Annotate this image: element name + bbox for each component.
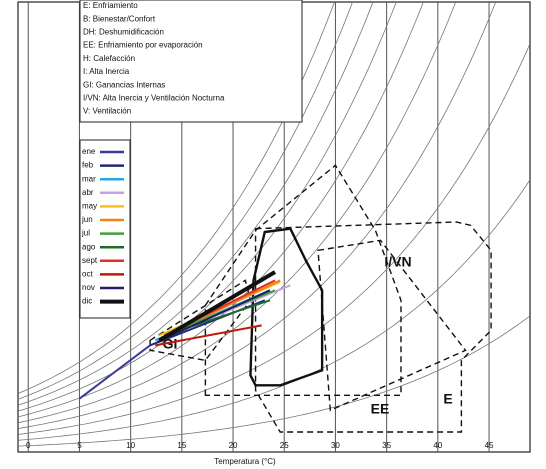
legend-label: jun: [81, 215, 93, 224]
x-tick-label: 40: [433, 441, 442, 450]
month-line: [158, 270, 277, 343]
x-tick-label: 35: [382, 441, 391, 450]
humidity-curve: [18, 179, 530, 441]
x-tick-label: 30: [331, 441, 340, 450]
legend-label: jul: [81, 229, 90, 238]
x-tick-label: 25: [280, 441, 289, 450]
humidity-curve: [18, 2, 335, 394]
x-tick-label: 10: [126, 441, 135, 450]
humidity-curve: [18, 43, 530, 435]
zone-legend-entry: I/VN: Alta Inercia y Ventilación Nocturn…: [83, 94, 225, 103]
x-axis-label: Temperatura (°C): [214, 457, 276, 466]
legend-label: dic: [82, 297, 92, 306]
zone-legend-entry: I: Alta Inercia: [83, 67, 130, 76]
legend-label: abr: [82, 188, 94, 197]
humidity-curve: [18, 2, 374, 406]
legend-label: feb: [82, 161, 94, 170]
zone-label: EE: [371, 401, 390, 417]
x-tick-label: 15: [177, 441, 186, 450]
humidity-curve: [18, 2, 457, 424]
legend-label: ago: [82, 242, 96, 251]
x-tick-label: 5: [77, 441, 82, 450]
zone-label: I/VN: [384, 254, 411, 270]
zone-legend-entry: B: Bienestar/Confort: [83, 14, 156, 23]
zone: [149, 279, 252, 362]
zone-legend-entry: GI: Ganancias Internas: [83, 80, 165, 89]
legend-label: sept: [82, 256, 98, 265]
humidity-curve: [18, 2, 497, 429]
zone: [317, 239, 467, 412]
zone-label: E: [443, 391, 452, 407]
humidity-curve: [18, 2, 354, 400]
zone-legend-entry: DH: Deshumidificación: [83, 28, 164, 37]
legend-label: mar: [82, 174, 96, 183]
zone-legend-entry: EE: Enfriamiento por evaporación: [83, 41, 203, 50]
zone-legend-entry: V: Ventilación: [83, 107, 131, 116]
humidity-curve: [18, 2, 424, 418]
x-tick-label: 20: [229, 441, 238, 450]
zone-legend-entry: E: Enfriamiento: [83, 1, 138, 10]
humidity-curve: [18, 2, 397, 412]
month-line: [78, 344, 151, 400]
legend-label: ene: [82, 147, 96, 156]
legend-label: nov: [82, 283, 95, 292]
month-line: [156, 289, 271, 343]
zone-legend-box: [79, 0, 303, 123]
x-tick-label: 45: [485, 441, 494, 450]
month-line: [155, 324, 262, 347]
legend-label: may: [82, 202, 97, 211]
zone-legend-entry: H: Calefacción: [83, 54, 135, 63]
legend-label: oct: [82, 270, 93, 279]
